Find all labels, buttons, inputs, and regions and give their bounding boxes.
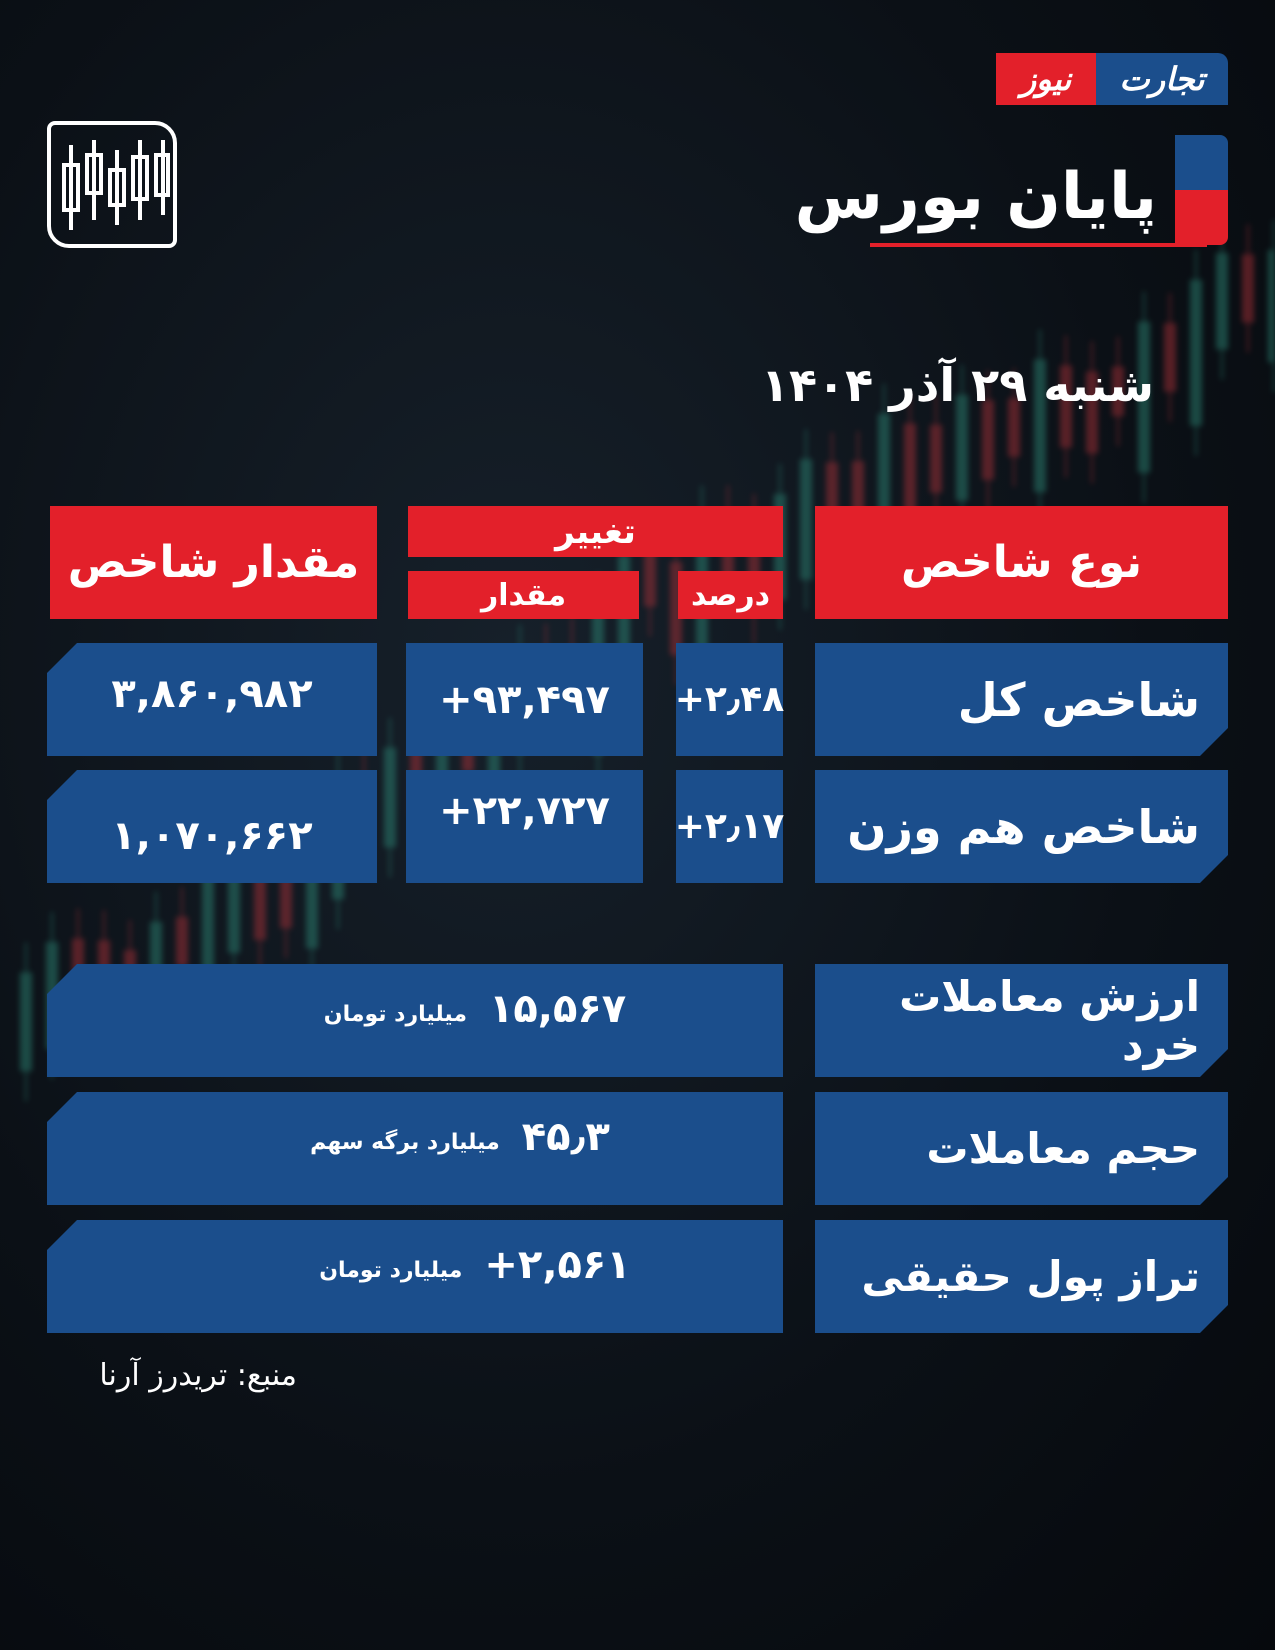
- background-candle: [800, 429, 812, 610]
- stat-value-box: +۲,۵۶۱ میلیارد تومان: [47, 1220, 783, 1333]
- date: شنبه ۲۹ آذر ۱۴۰۴: [760, 358, 1154, 412]
- row-change: +۲۲,۷۲۷: [406, 770, 643, 883]
- stat-value: ۱۵,۵۶۷: [488, 986, 627, 1032]
- background-candle: [20, 942, 32, 1102]
- background-candle: [1190, 249, 1202, 456]
- background-candle: [930, 394, 942, 523]
- background-candle: [1034, 329, 1046, 523]
- background-candle: [956, 364, 968, 531]
- title-underline: [870, 243, 1207, 247]
- title-accent-blue: [1175, 135, 1228, 190]
- stat-label: تراز پول حقیقی: [815, 1220, 1228, 1333]
- header-change: تغییر: [408, 506, 783, 557]
- stat-unit: میلیارد تومان: [319, 1258, 463, 1283]
- candlestick-chart-icon: [47, 121, 177, 248]
- background-candle: [1008, 368, 1020, 487]
- stat-label: ارزش معاملات خرد: [815, 964, 1228, 1077]
- background-candle: [982, 370, 994, 510]
- title-accent-red: [1175, 190, 1228, 245]
- source-note: منبع: تریدرز آرنا: [99, 1358, 297, 1393]
- background-candle: [1242, 224, 1254, 353]
- stat-label: حجم معاملات: [815, 1092, 1228, 1205]
- background-candle: [1138, 291, 1150, 503]
- row-value: ۱,۰۷۰,۶۶۲: [47, 770, 377, 883]
- header-percent: درصد: [678, 571, 783, 619]
- row-change: +۹۳,۴۹۷: [406, 643, 643, 756]
- row-percent: +۲٫۴۸: [675, 643, 784, 756]
- background-candle: [384, 717, 396, 878]
- logo-blue-part: تجارت: [1096, 53, 1228, 105]
- stat-value: +۲,۵۶۱: [484, 1242, 631, 1288]
- stat-value-box: ۱۵,۵۶۷ میلیارد تومان: [47, 964, 783, 1077]
- row-index-name: شاخص کل: [815, 643, 1228, 756]
- page-title: پایان بورس: [794, 160, 1157, 234]
- background-candle: [1268, 220, 1275, 393]
- header-index-type: نوع شاخص: [815, 506, 1228, 619]
- background-candle: [1112, 336, 1124, 447]
- stat-unit: میلیارد برگه سهم: [310, 1130, 500, 1155]
- header-index-value: مقدار شاخص: [50, 506, 377, 619]
- stat-unit: میلیارد تومان: [323, 1002, 467, 1027]
- background-candle: [1216, 222, 1228, 380]
- stat-value: ۴۵٫۳: [521, 1114, 610, 1160]
- brand-logo: نیوز تجارت: [996, 53, 1228, 105]
- row-value: ۳,۸۶۰,۹۸۲: [47, 643, 377, 756]
- row-index-name: شاخص هم وزن: [815, 770, 1228, 883]
- background-candle: [1060, 335, 1072, 478]
- background-candle: [1086, 341, 1098, 484]
- header-amount: مقدار: [408, 571, 639, 619]
- stat-value-box: ۴۵٫۳ میلیارد برگه سهم: [47, 1092, 783, 1205]
- logo-red-part: نیوز: [996, 53, 1096, 105]
- background-candle: [1164, 293, 1176, 422]
- row-percent: +۲٫۱۷: [675, 770, 784, 883]
